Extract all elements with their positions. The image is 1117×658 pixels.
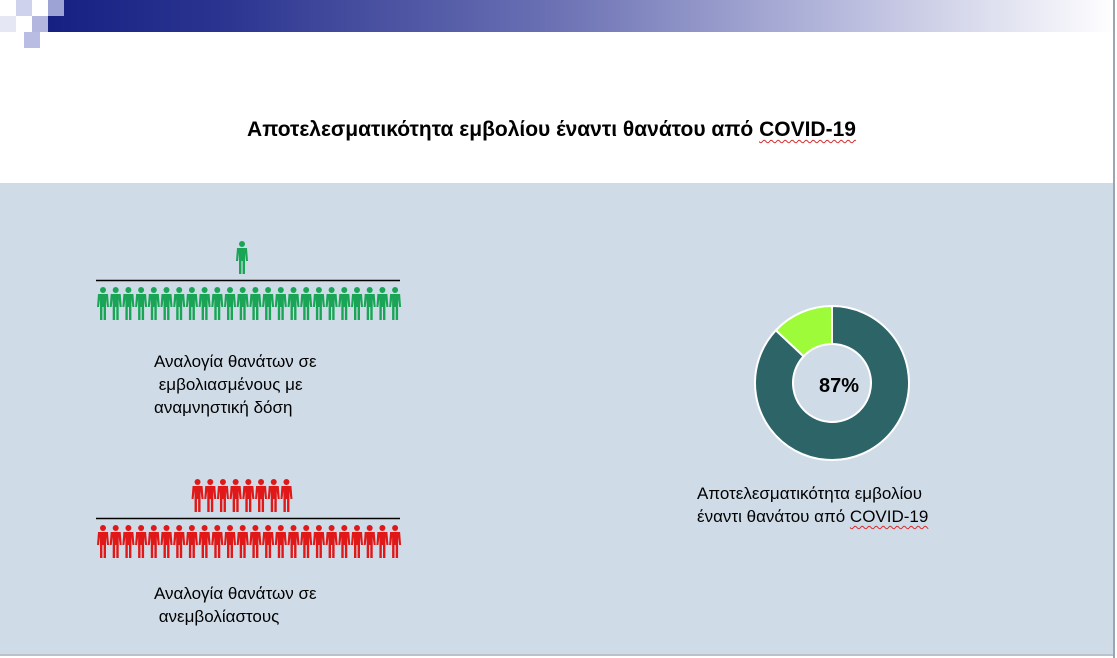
unvaccinated-numerator-person-icon	[191, 479, 204, 512]
vaccinated-denominator-person-icon	[312, 287, 325, 320]
vaccinated-caption: Αναλογία θανάτων σε εμβολιασμένους με αν…	[154, 352, 317, 417]
donut-caption-covid: COVID-19	[849, 507, 929, 526]
unvaccinated-denominator-person-icon	[351, 525, 363, 558]
title-banner	[0, 0, 1117, 32]
vaccinated-denominator-person-icon	[211, 287, 224, 320]
unvaccinated-denominator-person-icon	[274, 525, 287, 558]
unvaccinated-numerator-person-icon	[280, 479, 293, 512]
slide-bottom-line	[0, 654, 1113, 656]
unvaccinated-denominator-person-icon	[287, 525, 300, 558]
unvaccinated-denominator-person-icon	[389, 525, 402, 558]
donut-slice-remainder	[774, 304, 833, 358]
content-panel	[0, 183, 1113, 655]
vaccinated-denominator-person-icon	[274, 287, 287, 320]
unvaccinated-denominator-person-icon	[236, 525, 249, 558]
vaccinated-denominator-person-icon	[376, 287, 389, 320]
slide-right-border	[1113, 0, 1115, 658]
donut-caption-text: Αποτελεσματικότητα εμβολίου έναντι θανάτ…	[697, 484, 923, 526]
vaccinated-denominator-person-icon	[135, 287, 148, 320]
vaccinated-denominator-person-icon	[338, 287, 351, 320]
banner-square	[32, 16, 48, 32]
vaccinated-numerator-person-icon	[236, 241, 248, 274]
unvaccinated-denominator-person-icon	[198, 525, 211, 558]
banner-square	[24, 32, 40, 48]
unvaccinated-denominator-person-icon	[376, 525, 389, 558]
unvaccinated-denominator-person-icon	[338, 525, 351, 558]
banner-square	[32, 0, 48, 16]
unvaccinated-denominator-person-icon	[249, 525, 262, 558]
vaccinated-denominator-person-icon	[109, 287, 122, 320]
donut-center-label: 87%	[819, 375, 859, 397]
banner-square	[16, 0, 32, 16]
slide-title-text: Αποτελεσματικότητα εμβολίου έναντι θανάτ…	[247, 118, 760, 141]
unvaccinated-numerator-person-icon	[255, 479, 268, 512]
banner-square	[48, 0, 64, 16]
unvaccinated-denominator-person-icon	[173, 525, 186, 558]
banner-square	[0, 0, 16, 16]
unvaccinated-denominator-person-icon	[300, 525, 313, 558]
unvaccinated-caption: Αναλογία θανάτων σε ανεμβολίαστους	[154, 584, 317, 626]
unvaccinated-denominator-person-icon	[312, 525, 325, 558]
unvaccinated-denominator-person-icon	[262, 525, 275, 558]
unvaccinated-numerator-person-icon	[229, 479, 242, 512]
donut-slice-effectiveness	[754, 304, 910, 461]
unvaccinated-denominator-person-icon	[211, 525, 224, 558]
unvaccinated-denominator-person-icon	[224, 525, 236, 558]
unvaccinated-numerator-person-icon	[242, 479, 255, 512]
vaccinated-denominator-person-icon	[351, 287, 363, 320]
vaccinated-denominator-person-icon	[287, 287, 300, 320]
vaccinated-denominator-person-icon	[147, 287, 160, 320]
vaccinated-denominator-person-icon	[389, 287, 402, 320]
vaccinated-denominator-person-icon	[160, 287, 173, 320]
unvaccinated-denominator-person-icon	[109, 525, 122, 558]
vaccinated-denominator-person-icon	[122, 287, 135, 320]
vaccinated-denominator-person-icon	[198, 287, 211, 320]
vaccinated-denominator-person-icon	[236, 287, 249, 320]
vaccinated-denominator-person-icon	[300, 287, 313, 320]
vaccinated-denominator-person-icon	[363, 287, 376, 320]
unvaccinated-denominator-person-icon	[122, 525, 135, 558]
unvaccinated-denominator-person-icon	[97, 525, 109, 558]
vaccinated-denominator-person-icon	[97, 287, 109, 320]
unvaccinated-denominator-person-icon	[135, 525, 148, 558]
vaccinated-denominator-person-icon	[249, 287, 262, 320]
unvaccinated-numerator-person-icon	[267, 479, 280, 512]
unvaccinated-numerator-person-icon	[216, 479, 229, 512]
vaccinated-denominator-person-icon	[185, 287, 198, 320]
unvaccinated-denominator-person-icon	[363, 525, 376, 558]
slide-title-covid: COVID-19	[759, 118, 856, 141]
vaccinated-denominator-person-icon	[224, 287, 236, 320]
unvaccinated-numerator-person-icon	[204, 479, 217, 512]
unvaccinated-denominator-person-icon	[325, 525, 338, 558]
vaccinated-denominator-person-icon	[173, 287, 186, 320]
vaccinated-denominator-person-icon	[262, 287, 275, 320]
banner-square	[16, 16, 32, 32]
donut-caption: Αποτελεσματικότητα εμβολίου έναντι θανάτ…	[697, 482, 928, 528]
banner-square	[0, 16, 16, 32]
unvaccinated-denominator-person-icon	[147, 525, 160, 558]
slide-title: Αποτελεσματικότητα εμβολίου έναντι θανάτ…	[0, 118, 1103, 142]
unvaccinated-denominator-person-icon	[185, 525, 198, 558]
vaccinated-denominator-person-icon	[325, 287, 338, 320]
unvaccinated-denominator-person-icon	[160, 525, 173, 558]
